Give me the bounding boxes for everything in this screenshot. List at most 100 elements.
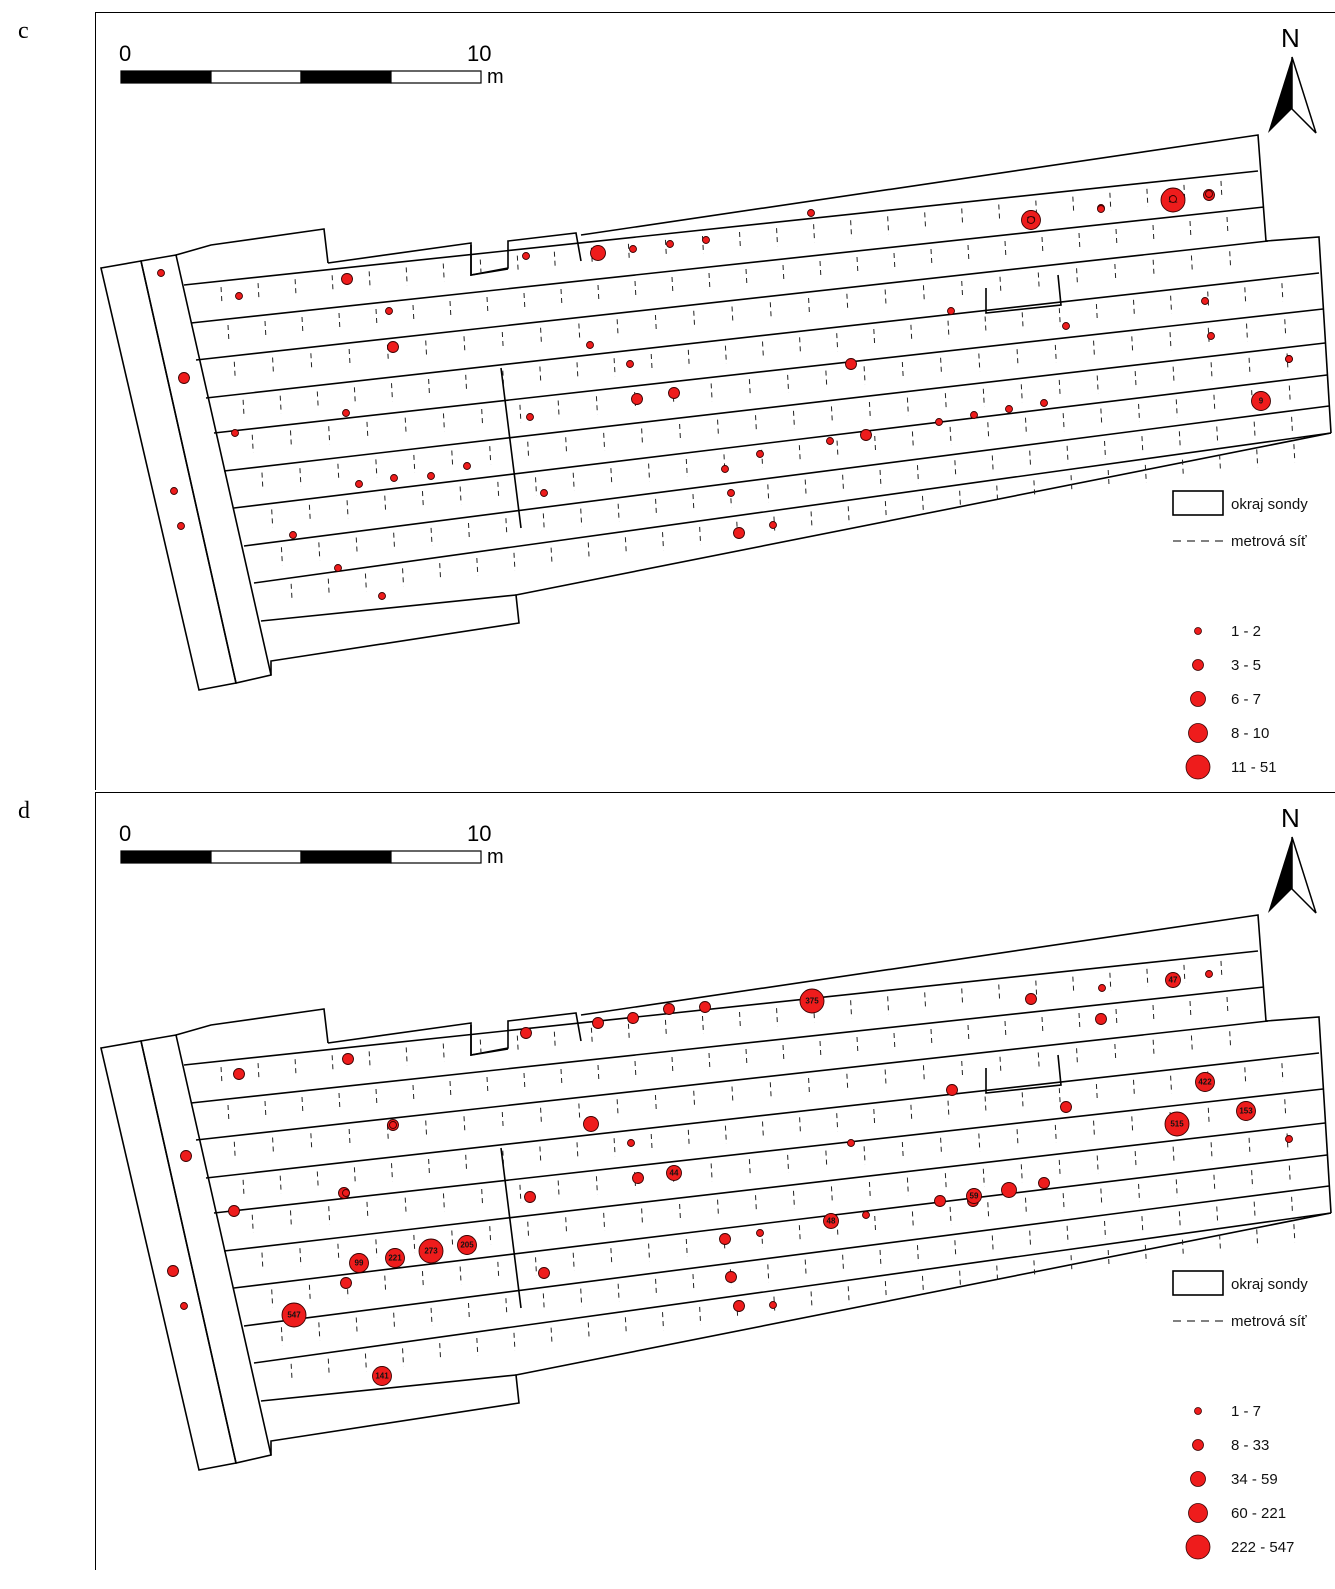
grid-tick <box>1115 228 1118 248</box>
grid-tick <box>1172 1146 1175 1165</box>
find-point <box>826 437 834 445</box>
find-point <box>733 1300 745 1312</box>
grid-tick <box>327 1358 330 1377</box>
grid-tick <box>996 1265 999 1284</box>
row-boundary <box>205 272 1320 399</box>
grid-tick <box>501 1111 504 1131</box>
find-point <box>666 1165 682 1181</box>
grid-tick <box>271 509 274 528</box>
internal-wall <box>500 367 522 529</box>
find-point <box>769 521 777 529</box>
grid-tick <box>1041 1016 1044 1036</box>
grid-tick <box>1281 283 1284 302</box>
grid-tick <box>1219 1234 1222 1253</box>
find-point <box>355 480 363 488</box>
grid-tick <box>1078 232 1081 252</box>
find-points: 10519 <box>157 187 1293 600</box>
grid-tick <box>590 1027 593 1046</box>
grid-tick <box>884 1069 887 1088</box>
grid-tick <box>1133 299 1135 318</box>
grid-tick <box>459 486 462 505</box>
grid-tick <box>617 1283 620 1302</box>
grid-tick <box>587 542 590 561</box>
find-point-label: 515 <box>1170 1120 1184 1129</box>
west-strip-outer <box>100 260 237 691</box>
grid-tick <box>430 527 433 546</box>
legend: okraj sondy metrová síť 1 - 2 3 - 5 6 - 7 8 -… <box>1172 490 1308 780</box>
grid-tick <box>539 1146 542 1165</box>
grid-tick <box>1220 180 1223 199</box>
grid-tick <box>1054 344 1057 363</box>
find-point <box>372 1366 392 1386</box>
grid-tick <box>710 1163 713 1182</box>
grid-tick <box>502 370 505 389</box>
row-boundary <box>223 1122 1326 1252</box>
find-point <box>590 245 606 261</box>
grid-tick <box>264 1100 267 1120</box>
find-point <box>342 1189 350 1197</box>
find-point-label: 141 <box>375 1372 389 1381</box>
grid-tick <box>810 1291 813 1310</box>
grid-tick <box>662 1312 665 1331</box>
grid-tick <box>580 1288 583 1307</box>
find-point <box>526 413 534 421</box>
grid-tick <box>1190 1035 1193 1054</box>
grid-tick <box>959 490 962 509</box>
grid-tick <box>748 1159 751 1178</box>
grid-tick <box>368 271 371 290</box>
grid-tick <box>1078 1012 1081 1032</box>
grid-tick <box>1291 416 1294 435</box>
grid-tick <box>1220 960 1223 979</box>
panel-letter-d: d <box>18 798 30 824</box>
grid-tick <box>984 316 987 335</box>
grid-tick <box>998 204 1001 223</box>
grid-tick <box>767 484 770 503</box>
legend-grid-label: metrová síť <box>1231 1313 1307 1330</box>
grid-tick <box>1169 332 1172 351</box>
grid-tick <box>1024 417 1027 436</box>
grid-tick <box>1152 1004 1155 1024</box>
grid-tick <box>987 422 990 441</box>
grid-tick <box>910 324 913 343</box>
find-point <box>966 1188 982 1204</box>
legend-class-label: 60 - 221 <box>1231 1505 1286 1522</box>
legend-class-label: 1 - 7 <box>1231 1403 1261 1420</box>
grid-tick <box>856 1036 859 1056</box>
grid-tick <box>404 417 407 436</box>
grid-tick <box>654 1094 657 1114</box>
grid-tick <box>459 1266 462 1285</box>
north-arrow-right <box>1291 56 1317 134</box>
grid-tick <box>1175 1179 1178 1198</box>
grid-tick <box>1024 1197 1027 1216</box>
find-point <box>1236 1101 1256 1121</box>
grid-tick <box>572 1252 575 1271</box>
grid-tick <box>516 1035 519 1054</box>
metre-grid <box>220 180 1296 602</box>
row-boundary <box>243 1185 1330 1327</box>
grid-tick <box>916 465 919 484</box>
grid-tick <box>338 1092 341 1112</box>
find-point <box>1062 322 1070 330</box>
grid-tick <box>425 340 428 359</box>
grid-tick <box>1183 964 1186 983</box>
grid-tick <box>634 1060 637 1080</box>
grid-tick <box>1114 1043 1117 1063</box>
grid-tick <box>1058 1159 1061 1178</box>
find-point <box>1164 1111 1190 1137</box>
grid-tick <box>603 432 606 451</box>
find-point <box>1205 190 1213 198</box>
grid-tick <box>911 1211 914 1230</box>
find-point-label: 375 <box>805 997 819 1006</box>
grid-tick <box>641 1208 644 1227</box>
legend-grid-label: metrová síť <box>1231 533 1307 550</box>
grid-tick <box>1115 1008 1118 1028</box>
grid-tick <box>353 1167 356 1186</box>
grid-tick <box>348 348 351 368</box>
grid-tick <box>610 1248 613 1267</box>
find-point <box>524 1191 536 1203</box>
find-point <box>799 988 825 1014</box>
grid-tick <box>597 284 600 304</box>
find-point <box>627 1139 635 1147</box>
find-point-label: 422 <box>1198 1078 1212 1087</box>
find-point <box>946 1084 958 1096</box>
